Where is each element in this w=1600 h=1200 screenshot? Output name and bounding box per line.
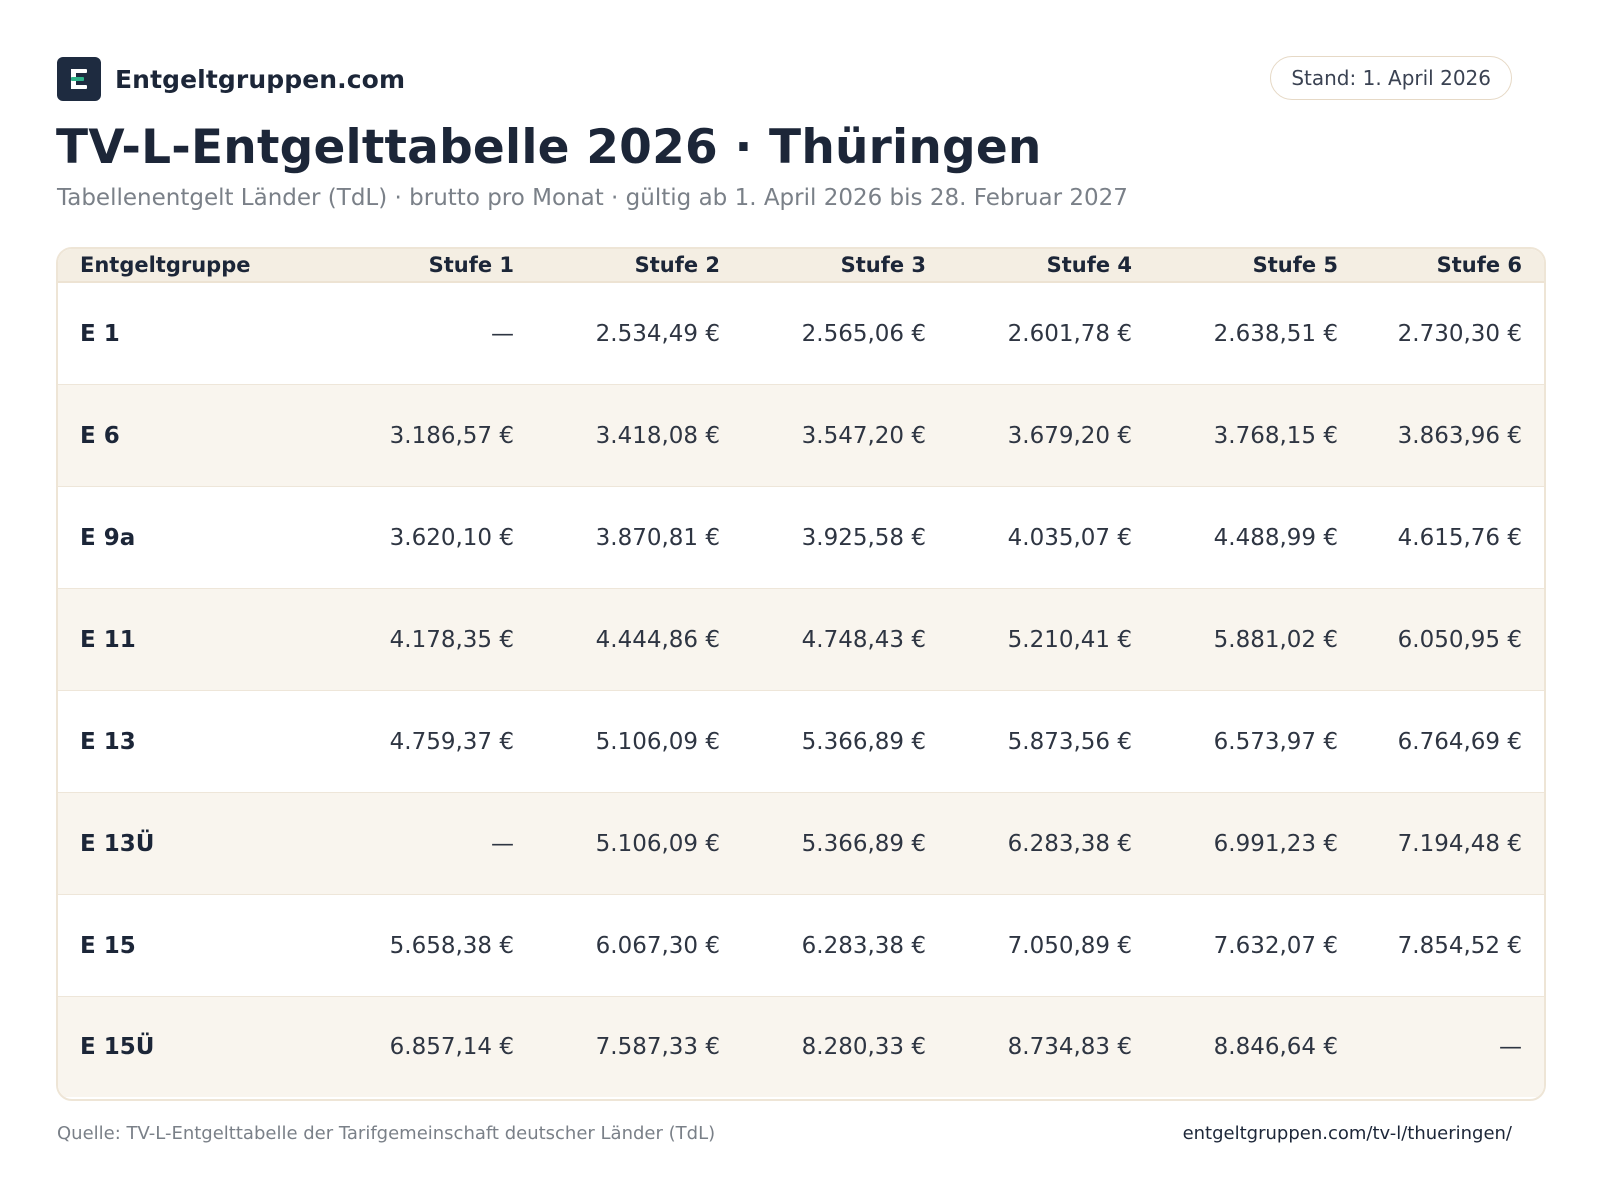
salary-cell: 8.846,64 €	[1132, 996, 1338, 1097]
salary-cell: 4.178,35 €	[308, 588, 514, 691]
salary-cell: 6.050,95 €	[1338, 588, 1544, 691]
column-header-stufe-4: Stufe 4	[926, 249, 1132, 283]
salary-cell: 5.881,02 €	[1132, 588, 1338, 691]
salary-cell: 7.632,07 €	[1132, 894, 1338, 997]
page-subtitle: Tabellenentgelt Länder (TdL) · brutto pr…	[57, 185, 1128, 211]
salary-cell: 3.863,96 €	[1338, 384, 1544, 487]
salary-cell: 8.734,83 €	[926, 996, 1132, 1097]
group-cell: E 15	[58, 894, 308, 997]
salary-cell: 4.444,86 €	[514, 588, 720, 691]
salary-table-container: Entgeltgruppe Stufe 1 Stufe 2 Stufe 3 Stufe …	[56, 247, 1546, 1101]
salary-cell: 3.620,10 €	[308, 486, 514, 589]
salary-cell: 7.194,48 €	[1338, 792, 1544, 895]
table-row: E 6 3.186,57 €3.418,08 €3.547,20 €3.679,2…	[58, 384, 1544, 487]
salary-cell: 2.730,30 €	[1338, 282, 1544, 385]
salary-cell: 6.573,97 €	[1132, 690, 1338, 793]
brand-name: Entgeltgruppen.com	[115, 64, 406, 94]
table-header-row: Entgeltgruppe Stufe 1 Stufe 2 Stufe 3 Stufe …	[58, 249, 1544, 283]
salary-cell: 4.759,37 €	[308, 690, 514, 793]
table-row: E 13Ü —5.106,09 €5.366,89 €6.283,38 €6.99…	[58, 792, 1544, 895]
group-cell: E 13Ü	[58, 792, 308, 895]
salary-cell: 2.534,49 €	[514, 282, 720, 385]
salary-cell: —	[308, 282, 514, 385]
salary-cell: 6.283,38 €	[926, 792, 1132, 895]
salary-cell: —	[1338, 996, 1544, 1097]
salary-cell: 3.679,20 €	[926, 384, 1132, 487]
salary-cell: 7.050,89 €	[926, 894, 1132, 997]
salary-cell: 7.587,33 €	[514, 996, 720, 1097]
column-header-stufe-2: Stufe 2	[514, 249, 720, 283]
salary-cell: 4.488,99 €	[1132, 486, 1338, 589]
salary-cell: 6.283,38 €	[720, 894, 926, 997]
salary-cell: 3.186,57 €	[308, 384, 514, 487]
table-header: Entgeltgruppe Stufe 1 Stufe 2 Stufe 3 Stufe …	[58, 249, 1544, 283]
salary-cell: 5.366,89 €	[720, 690, 926, 793]
salary-cell: 5.873,56 €	[926, 690, 1132, 793]
group-cell: E 9a	[58, 486, 308, 589]
salary-cell: 6.991,23 €	[1132, 792, 1338, 895]
salary-cell: 6.857,14 €	[308, 996, 514, 1097]
group-cell: E 6	[58, 384, 308, 487]
group-cell: E 11	[58, 588, 308, 691]
salary-cell: 8.280,33 €	[720, 996, 926, 1097]
salary-cell: 2.601,78 €	[926, 282, 1132, 385]
column-header-entgeltgruppe: Entgeltgruppe	[58, 249, 308, 283]
group-cell: E 13	[58, 690, 308, 793]
table-row: E 9a 3.620,10 €3.870,81 €3.925,58 €4.035,…	[58, 486, 1544, 589]
salary-cell: 3.418,08 €	[514, 384, 720, 487]
salary-cell: 3.870,81 €	[514, 486, 720, 589]
salary-cell: 3.925,58 €	[720, 486, 926, 589]
footer-url-link[interactable]: entgeltgruppen.com/tv-l/thueringen/	[1182, 1123, 1512, 1144]
table-row: E 13 4.759,37 €5.106,09 €5.366,89 €5.873,…	[58, 690, 1544, 793]
brand[interactable]: Entgeltgruppen.com	[57, 57, 405, 101]
salary-cell: 4.748,43 €	[720, 588, 926, 691]
salary-cell: 5.366,89 €	[720, 792, 926, 895]
column-header-stufe-3: Stufe 3	[720, 249, 926, 283]
column-header-stufe-5: Stufe 5	[1132, 249, 1338, 283]
group-cell: E 15Ü	[58, 996, 308, 1097]
table-row: E 1—2.534,49 €2.565,06 €2.601,78 €2.638,…	[58, 282, 1544, 385]
salary-cell: 5.210,41 €	[926, 588, 1132, 691]
salary-cell: —	[308, 792, 514, 895]
page-title: TV-L-Entgelttabelle 2026 · Thüringen	[56, 120, 1042, 175]
salary-cell: 2.638,51 €	[1132, 282, 1338, 385]
salary-cell: 4.615,76 €	[1338, 486, 1544, 589]
salary-cell: 3.547,20 €	[720, 384, 926, 487]
salary-cell: 2.565,06 €	[720, 282, 926, 385]
salary-cell: 4.035,07 €	[926, 486, 1132, 589]
salary-cell: 5.106,09 €	[514, 690, 720, 793]
e-logo-icon	[57, 57, 101, 101]
table-body: E 1—2.534,49 €2.565,06 €2.601,78 €2.638,…	[58, 282, 1544, 1097]
table-row: E 11 4.178,35 €4.444,86 €4.748,43 €5.210,…	[58, 588, 1544, 691]
table-row: E 15 5.658,38 €6.067,30 €6.283,38 €7.050,…	[58, 894, 1544, 997]
group-cell: E 1	[58, 282, 308, 385]
column-header-stufe-6: Stufe 6	[1338, 249, 1544, 283]
column-header-stufe-1: Stufe 1	[308, 249, 514, 283]
salary-cell: 5.658,38 €	[308, 894, 514, 997]
salary-cell: 6.764,69 €	[1338, 690, 1544, 793]
table-row: E 15Ü 6.857,14 €7.587,33 €8.280,33 €8.734…	[58, 996, 1544, 1097]
salary-cell: 6.067,30 €	[514, 894, 720, 997]
salary-cell: 3.768,15 €	[1132, 384, 1338, 487]
salary-cell: 7.854,52 €	[1338, 894, 1544, 997]
footer-source: Quelle: TV-L-Entgelttabelle der Tarifgem…	[57, 1123, 716, 1144]
salary-table: Entgeltgruppe Stufe 1 Stufe 2 Stufe 3 Stufe …	[58, 249, 1544, 1097]
salary-cell: 5.106,09 €	[514, 792, 720, 895]
stand-badge: Stand: 1. April 2026	[1270, 56, 1512, 100]
